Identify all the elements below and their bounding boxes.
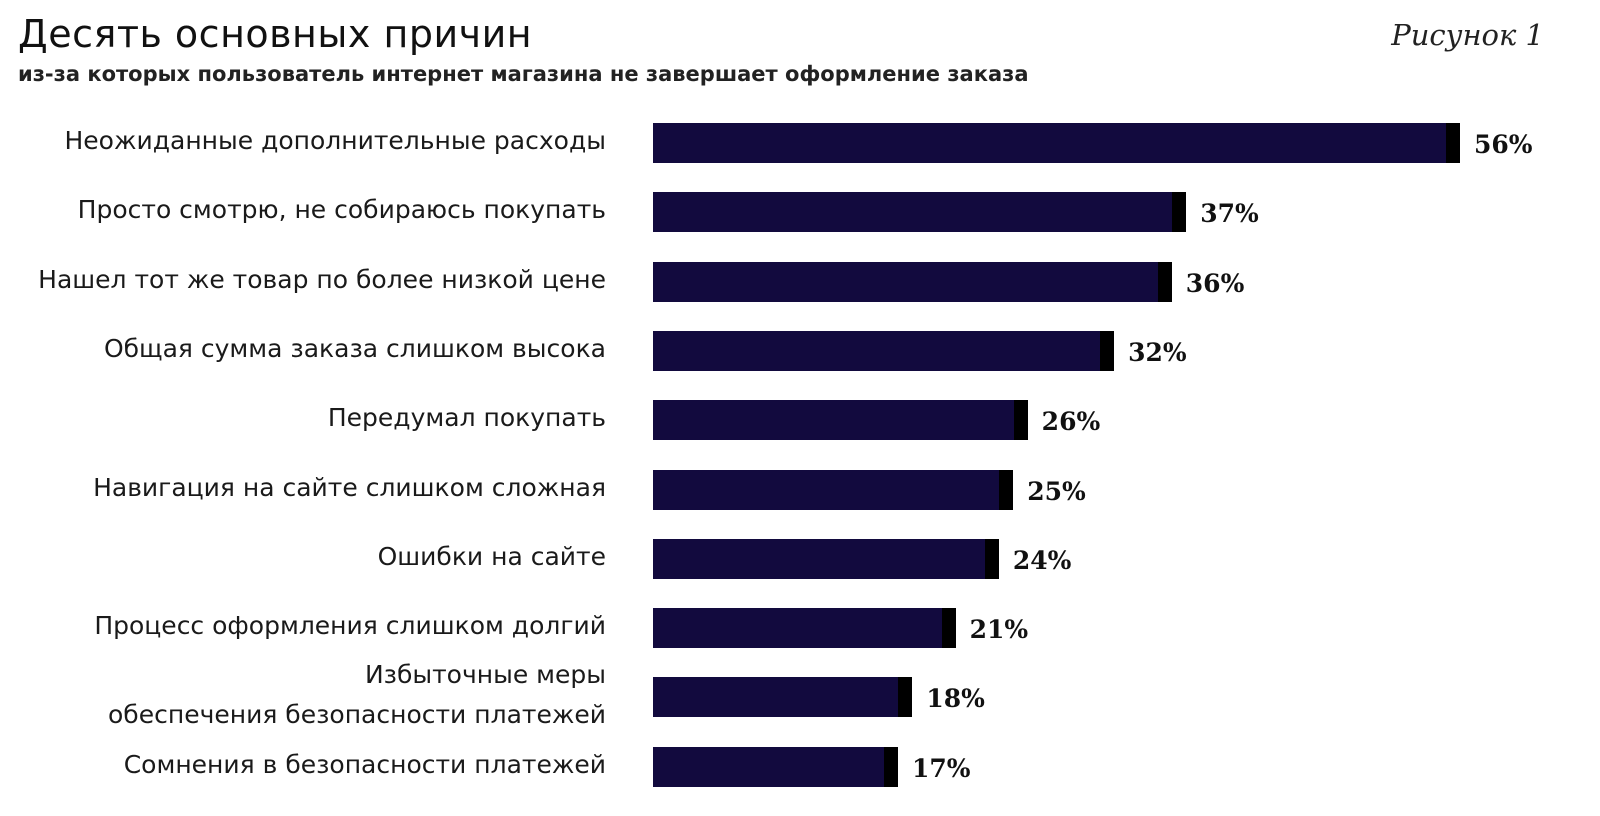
- category-label: Просто смотрю, не собираюсь покупать: [77, 195, 606, 225]
- bar: [653, 538, 999, 579]
- category-label: Избыточные меры обеспечения безопасности…: [108, 660, 606, 730]
- value-label: 37%: [1200, 199, 1259, 229]
- bar-end-cap: [941, 608, 956, 649]
- bar-end-cap: [1100, 330, 1115, 371]
- category-label: Ошибки на сайте: [377, 541, 606, 571]
- bar-end-cap: [984, 538, 999, 579]
- value-label: 24%: [1012, 545, 1072, 575]
- bar: [653, 469, 1014, 510]
- bar-end-cap: [1446, 123, 1460, 163]
- bar: [653, 330, 1115, 371]
- bar: [653, 192, 1187, 233]
- bar-end-cap: [1013, 400, 1028, 441]
- category-label: Процесс оформления слишком долгий: [94, 611, 606, 641]
- bar: [653, 677, 913, 718]
- bar: [653, 123, 1460, 163]
- chart-subtitle: из-за которых пользователь интернет мага…: [18, 62, 1029, 86]
- bar: [653, 400, 1028, 441]
- bar-end-cap: [898, 677, 913, 718]
- value-label: 25%: [1027, 476, 1086, 506]
- bar: [653, 746, 898, 787]
- bar-end-cap: [1172, 192, 1187, 233]
- value-label: 56%: [1474, 130, 1533, 159]
- bar: [653, 261, 1172, 302]
- value-label: 18%: [926, 684, 985, 714]
- value-label: 36%: [1185, 268, 1245, 298]
- chart-title: Десять основных причин: [18, 12, 533, 56]
- category-label: Нашел тот же товар по более низкой цене: [38, 264, 606, 294]
- category-label: Сомнения в безопасности платежей: [123, 749, 606, 779]
- category-label: Передумал покупать: [327, 403, 606, 433]
- category-label: Навигация на сайте слишком сложная: [93, 472, 606, 502]
- value-label: 17%: [911, 753, 971, 783]
- value-label: 26%: [1041, 407, 1101, 437]
- figure-label: Рисунок 1: [1391, 18, 1544, 52]
- category-label: Общая сумма заказа слишком высока: [103, 333, 606, 363]
- value-label: 21%: [969, 615, 1029, 645]
- bar-end-cap: [1157, 261, 1172, 302]
- bar-end-cap: [999, 469, 1014, 510]
- bar-end-cap: [883, 746, 898, 787]
- bar: [653, 608, 956, 649]
- category-label: Неожиданные дополнительные расходы: [64, 126, 606, 155]
- value-label: 32%: [1128, 337, 1187, 367]
